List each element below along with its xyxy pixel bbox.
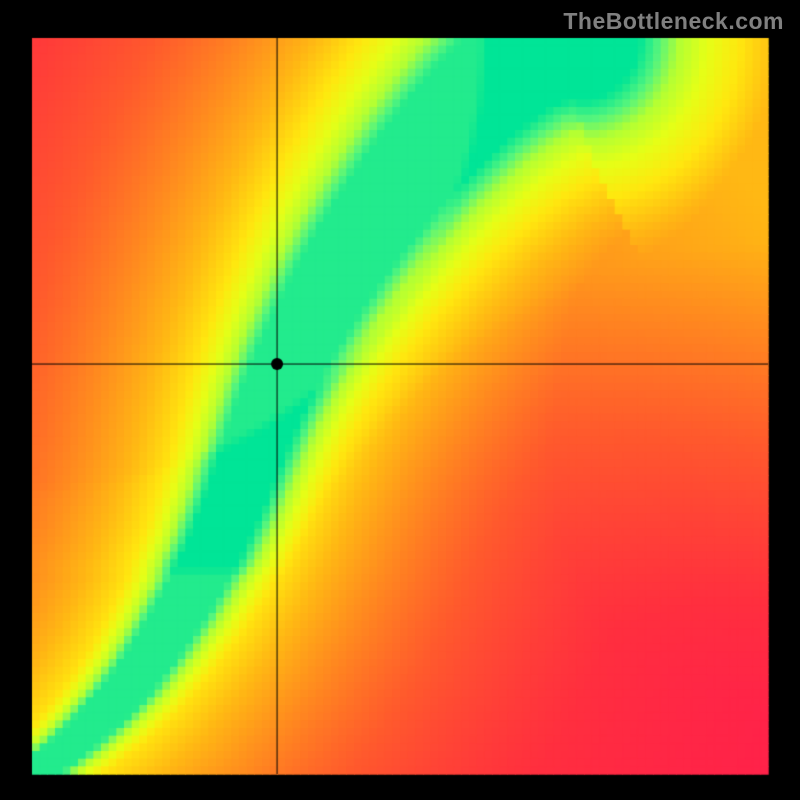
chart-stage: TheBottleneck.com xyxy=(0,0,800,800)
heatmap-canvas xyxy=(0,0,800,800)
watermark-label: TheBottleneck.com xyxy=(563,8,784,35)
